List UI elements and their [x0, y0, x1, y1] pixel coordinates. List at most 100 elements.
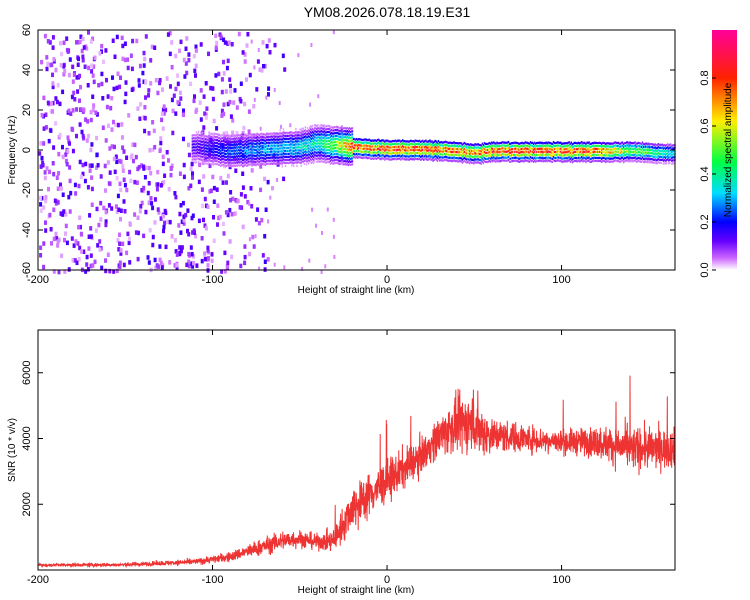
heatmap-cell — [197, 139, 200, 142]
heatmap-cell — [267, 132, 269, 135]
heatmap-cell — [290, 131, 292, 134]
heatmap-cell — [653, 146, 655, 149]
heatmap-cell — [252, 145, 254, 148]
heatmap-cell — [226, 143, 228, 147]
heatmap-cell — [346, 163, 348, 166]
heatmap-cell — [257, 163, 259, 166]
heatmap-cell — [409, 143, 411, 146]
heatmap-cell — [378, 156, 380, 159]
heatmap-cell — [94, 110, 98, 115]
heatmap-cell — [428, 149, 430, 152]
heatmap-cell — [256, 132, 258, 135]
heatmap-cell — [209, 156, 211, 159]
heatmap-cell — [152, 128, 156, 134]
heatmap-cell — [231, 137, 233, 140]
heatmap-cell — [204, 147, 206, 150]
heatmap-cell — [605, 152, 607, 155]
heatmap-cell — [312, 151, 314, 154]
heatmap-cell — [259, 154, 261, 157]
heatmap-cell — [595, 147, 598, 150]
heatmap-cell — [347, 131, 349, 134]
heatmap-cell — [292, 132, 294, 135]
heatmap-cell — [419, 155, 422, 158]
heatmap-cell — [115, 159, 119, 165]
heatmap-cell — [318, 145, 320, 148]
heatmap-cell — [351, 145, 354, 148]
heatmap-cell — [432, 159, 434, 162]
heatmap-cell — [116, 122, 120, 128]
heatmap-cell — [371, 151, 374, 154]
heatmap-cell — [525, 159, 527, 162]
heatmap-cell — [335, 144, 337, 147]
heatmap-cell — [159, 140, 163, 146]
heatmap-cell — [380, 143, 382, 146]
heatmap-cell — [643, 143, 646, 146]
heatmap-cell — [668, 162, 670, 165]
heatmap-cell — [307, 162, 310, 165]
heatmap-cell — [601, 148, 603, 151]
heatmap-cell — [334, 132, 336, 135]
heatmap-cell — [668, 159, 670, 162]
heatmap-cell — [671, 147, 673, 151]
heatmap-cell — [407, 146, 409, 149]
heatmap-cell — [301, 142, 303, 145]
heatmap-cell — [449, 147, 451, 150]
heatmap-cell — [382, 154, 384, 157]
heatmap-cell — [252, 244, 256, 249]
heatmap-cell — [171, 130, 175, 136]
heatmap-cell — [261, 253, 265, 258]
heatmap-cell — [423, 143, 425, 146]
heatmap-cell — [267, 138, 269, 141]
heatmap-cell — [326, 158, 329, 161]
heatmap-cell — [630, 157, 632, 160]
heatmap-cell — [484, 151, 487, 154]
heatmap-cell — [345, 154, 347, 157]
heatmap-cell — [532, 160, 535, 163]
heatmap-cell — [400, 152, 402, 155]
heatmap-cell — [269, 145, 271, 148]
heatmap-cell — [295, 161, 297, 164]
heatmap-cell — [48, 169, 51, 175]
heatmap-cell — [249, 186, 253, 191]
heatmap-cell — [327, 127, 330, 131]
heatmap-cell — [537, 153, 539, 157]
heatmap-cell — [584, 150, 586, 154]
heatmap-cell — [544, 145, 546, 148]
heatmap-cell — [51, 72, 54, 78]
heatmap-cell — [375, 139, 378, 142]
heatmap-cell — [250, 151, 252, 154]
heatmap-cell — [193, 152, 196, 155]
heatmap-cell — [153, 145, 157, 150]
heatmap-cell — [204, 141, 206, 144]
heatmap-cell — [233, 211, 237, 216]
heatmap-cell — [652, 152, 654, 155]
heatmap-cell — [246, 140, 248, 143]
heatmap-cell — [600, 148, 602, 151]
heatmap-cell — [434, 151, 436, 154]
heatmap-cell — [201, 134, 203, 137]
heatmap-cell — [334, 156, 336, 159]
heatmap-cell — [461, 146, 464, 149]
heatmap-cell — [231, 130, 235, 135]
heatmap-cell — [429, 154, 431, 157]
heatmap-cell — [175, 252, 179, 257]
heatmap-cell — [326, 134, 329, 137]
heatmap-cell — [501, 159, 503, 162]
heatmap-cell — [376, 144, 379, 148]
heatmap-cell — [467, 149, 469, 152]
heatmap-cell — [320, 156, 322, 160]
heatmap-cell — [110, 127, 114, 132]
heatmap-cell — [210, 252, 214, 257]
heatmap-cell — [289, 146, 291, 149]
heatmap-cell — [82, 249, 86, 254]
heatmap-cell — [299, 140, 301, 143]
heatmap-cell — [275, 138, 277, 141]
heatmap-cell — [472, 143, 474, 146]
heatmap-cell — [501, 153, 503, 156]
heatmap-cell — [565, 145, 567, 148]
heatmap-cell — [391, 152, 393, 155]
heatmap-cell — [235, 146, 237, 149]
heatmap-cell — [233, 149, 235, 152]
heatmap-cell — [394, 151, 397, 154]
